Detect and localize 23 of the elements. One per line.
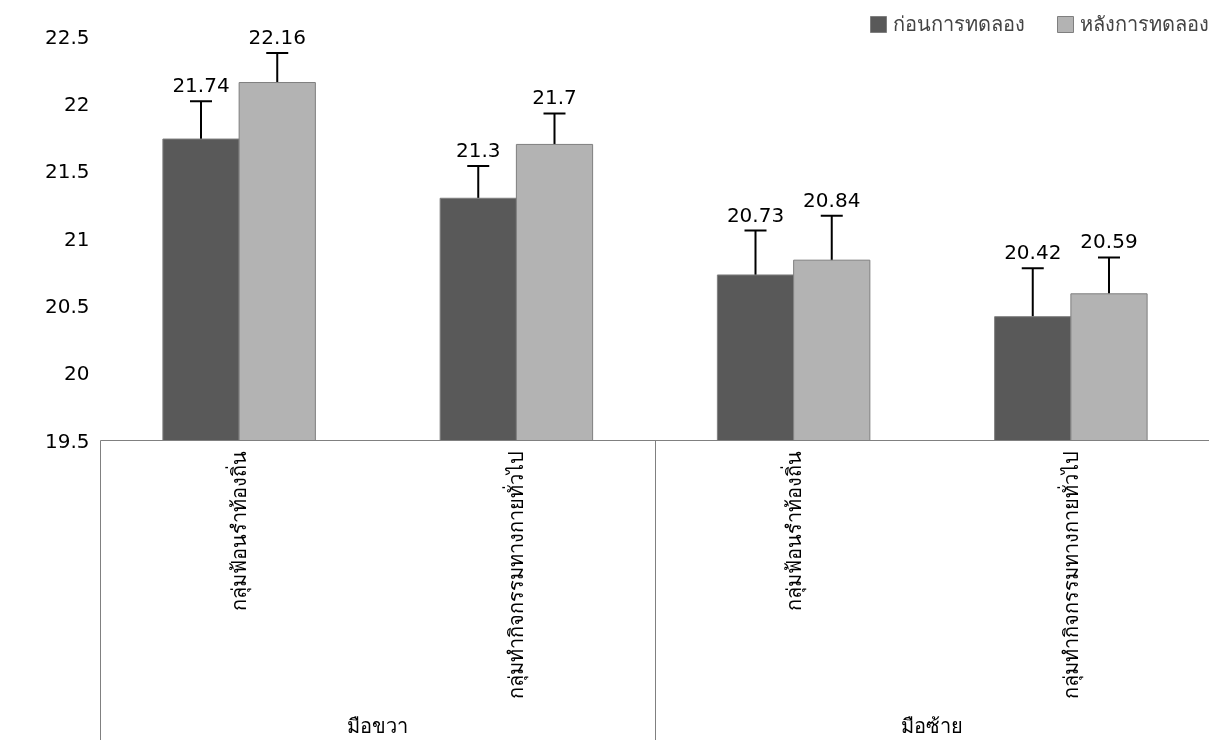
data-label: 20.84 xyxy=(803,187,861,212)
y-tick-label: 20 xyxy=(64,361,90,386)
y-tick-label: 20.5 xyxy=(44,293,90,318)
y-tick-label: 21.5 xyxy=(44,159,90,184)
text: มือขวา xyxy=(347,713,409,738)
legend-label: ก่อนการทดลอง xyxy=(893,11,1025,38)
x-tick-label: กลุ่มฟ้อนรำท้องถิ่น xyxy=(225,450,253,611)
y-tick-label: 19.5 xyxy=(44,428,90,453)
x-tick-label: กลุ่มฟ้อนรำท้องถิ่น xyxy=(779,450,807,611)
x-tick-label: กลุ่มทำกิจกรรมทางกายทั่วไป xyxy=(1056,450,1084,699)
data-label: 20.42 xyxy=(1004,240,1062,265)
text: มือซ้าย xyxy=(901,713,964,738)
y-tick-label: 22.5 xyxy=(44,24,90,49)
x-tick-label: กลุ่มทำกิจกรรมทางกายทั่วไป xyxy=(502,450,530,699)
data-label: 20.59 xyxy=(1080,229,1138,254)
data-label: 22.16 xyxy=(248,24,306,49)
data-label: 21.74 xyxy=(172,73,230,98)
data-label: 21.7 xyxy=(532,85,577,110)
data-label: 20.73 xyxy=(726,202,785,227)
y-tick-label: 21 xyxy=(64,226,90,251)
legend-label: หลังการทดลอง xyxy=(1080,11,1209,38)
y-tick-label: 22 xyxy=(64,92,90,117)
data-label: 21.3 xyxy=(455,137,501,162)
